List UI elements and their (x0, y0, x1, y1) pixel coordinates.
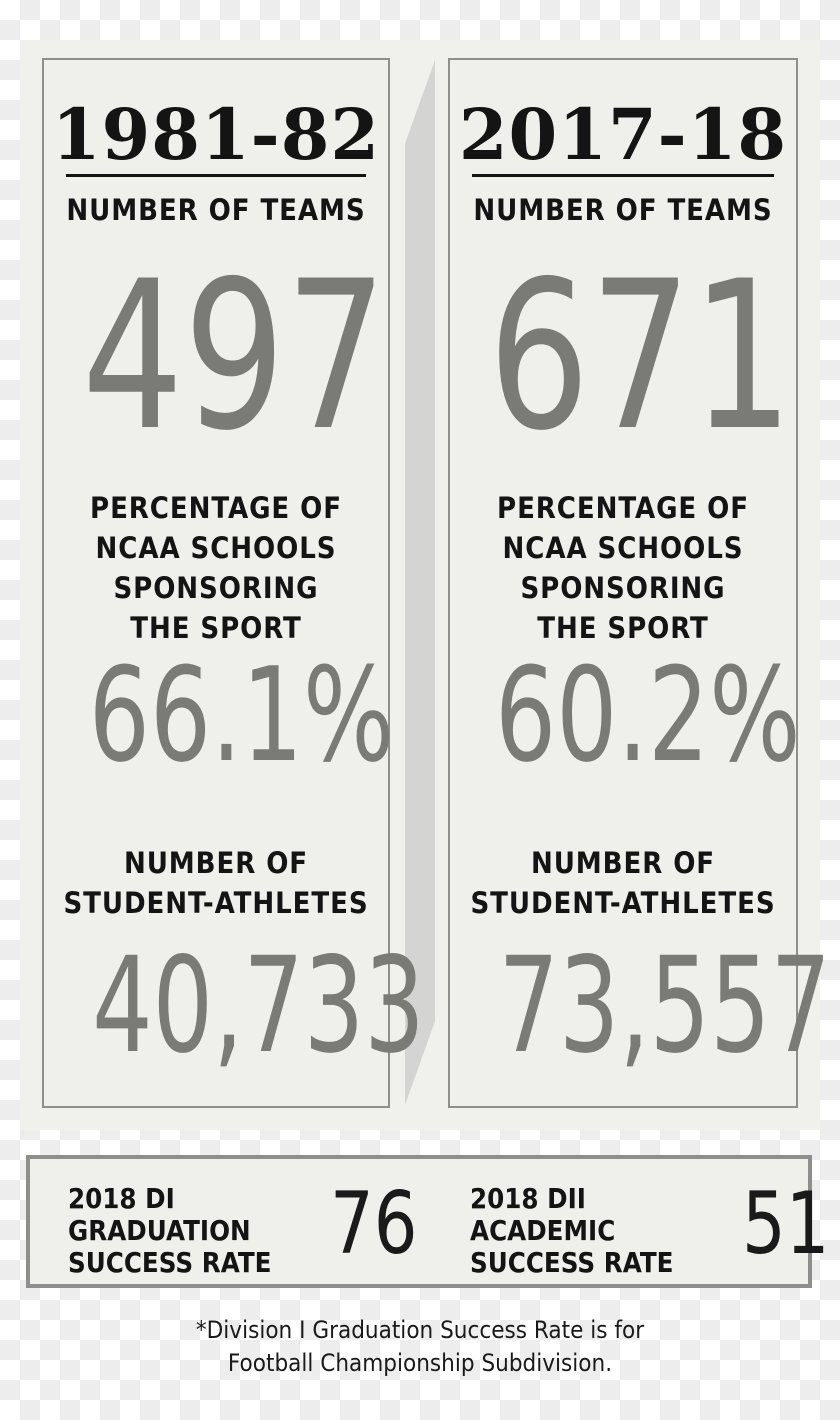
percentage-label-line: NCAA SCHOOLS (502, 531, 744, 565)
percentage-value: 66.1% (88, 639, 395, 791)
teams-value: 497 (81, 238, 388, 476)
rate-label-line: 2018 DI (68, 1182, 175, 1215)
rate-value: 76 (330, 1174, 418, 1274)
rate-value: 51 (742, 1174, 830, 1274)
athletes-label: NUMBER OF STUDENT-ATHLETES (467, 843, 778, 923)
percentage-label-line: THE SPORT (130, 611, 302, 645)
rate-label-line: GRADUATION (68, 1214, 251, 1247)
rate-label: 2018 DII ACADEMIC SUCCESS RATE (470, 1183, 673, 1279)
teams-value: 671 (488, 238, 794, 476)
panel-1981-82: 1981-82 NUMBER OF TEAMS 497 PERCENTAGE O… (42, 58, 425, 1108)
di-graduation-rate: 2018 DI GRADUATION SUCCESS RATE 76 (68, 1177, 418, 1279)
footnote: *Division I Graduation Success Rate is f… (42, 1314, 798, 1380)
athletes-label-line: NUMBER OF (123, 846, 309, 880)
year-heading: 2017-18 (458, 93, 788, 176)
percentage-label-line: THE SPORT (537, 611, 709, 645)
rate-label-line: SUCCESS RATE (470, 1246, 674, 1279)
year-underline (472, 174, 774, 177)
athletes-label-line: STUDENT-ATHLETES (63, 886, 369, 920)
panel-2017-18: 2017-18 NUMBER OF TEAMS 671 PERCENTAGE O… (448, 58, 831, 1108)
percentage-label-line: SPONSORING (113, 571, 319, 605)
footnote-line: Football Championship Subdivision. (227, 1349, 613, 1377)
percentage-label-line: PERCENTAGE OF (497, 491, 749, 525)
footnote-line: *Division I Graduation Success Rate is f… (195, 1316, 645, 1344)
athletes-label-line: NUMBER OF (530, 846, 716, 880)
percentage-label-line: SPONSORING (520, 571, 726, 605)
rate-label: 2018 DI GRADUATION SUCCESS RATE (68, 1183, 271, 1279)
year-heading: 1981-82 (51, 93, 381, 176)
athletes-label: NUMBER OF STUDENT-ATHLETES (61, 843, 371, 923)
percentage-label-line: PERCENTAGE OF (90, 491, 342, 525)
percentage-label-line: NCAA SCHOOLS (95, 531, 337, 565)
year-underline (66, 174, 366, 177)
athletes-value: 40,733 (92, 929, 425, 1083)
dii-academic-rate: 2018 DII ACADEMIC SUCCESS RATE 51 (470, 1177, 830, 1279)
teams-label: NUMBER OF TEAMS (66, 193, 366, 227)
teams-label: NUMBER OF TEAMS (473, 193, 773, 227)
percentage-label: PERCENTAGE OF NCAA SCHOOLS SPONSORING TH… (467, 488, 778, 648)
rate-label-line: 2018 DII (470, 1182, 586, 1215)
rate-label-line: SUCCESS RATE (68, 1246, 272, 1279)
athletes-label-line: STUDENT-ATHLETES (470, 886, 776, 920)
percentage-label: PERCENTAGE OF NCAA SCHOOLS SPONSORING TH… (61, 488, 371, 648)
success-rates-box: 2018 DI GRADUATION SUCCESS RATE 76 2018 … (26, 1155, 830, 1288)
rate-label-line: ACADEMIC (470, 1214, 616, 1247)
panel-connector (405, 60, 435, 1105)
athletes-value: 73,557 (498, 929, 831, 1083)
percentage-value: 60.2% (494, 639, 801, 791)
